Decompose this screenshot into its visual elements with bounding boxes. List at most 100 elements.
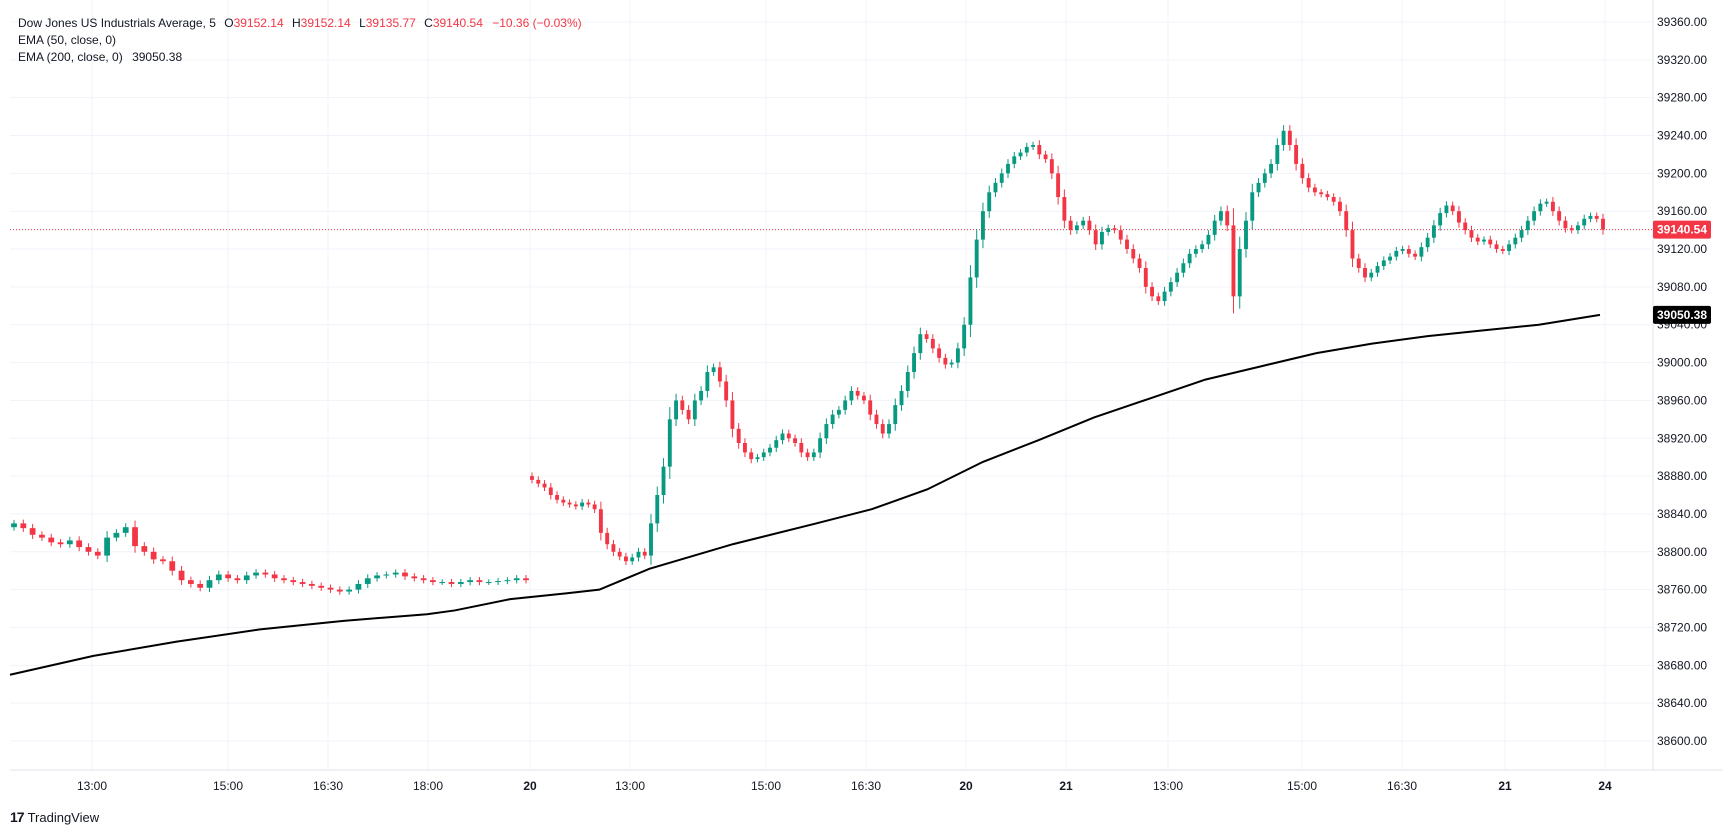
x-tick-label: 13:00 [77,779,107,793]
y-tick-label: 39000.00 [1657,356,1707,370]
candle [1431,220,1436,243]
candle [1281,125,1286,151]
candle-body [122,527,129,533]
candle [76,536,83,552]
candle-body [661,466,666,496]
candle-body [699,390,704,401]
candle-body [1143,267,1148,287]
legend-ema50-row[interactable]: EMA (50, close, 0) [18,32,582,49]
candle [849,386,854,406]
candle-body [536,479,541,484]
candle [1463,218,1468,235]
candle [457,578,464,588]
candle [1569,225,1574,234]
candle-body [592,504,597,510]
candle [1093,224,1098,250]
candle-body [580,502,585,507]
candle [949,359,954,368]
candle-body [918,334,923,354]
price-tags: 39140.54 39050.38 [1653,220,1711,324]
candle-body [686,409,691,420]
candle-body [1100,232,1104,245]
candle [364,574,371,588]
candle [1294,138,1299,171]
candle [1187,249,1192,268]
x-tick-label: 13:00 [1153,779,1183,793]
candle [573,501,578,510]
candle [999,168,1004,188]
ema-200-line [9,313,1601,676]
candle-body [561,499,566,503]
candle-body [85,547,92,552]
y-tick-label: 39080.00 [1657,280,1707,294]
y-tick-label: 39200.00 [1657,166,1707,180]
candle [530,472,534,484]
candle [1081,216,1086,230]
candle [774,435,779,453]
candle [411,573,418,582]
candle-body [905,372,910,391]
candle-body [1594,215,1599,219]
candle [636,547,641,562]
candle [1225,205,1230,232]
candle [855,387,860,400]
candle [495,578,501,586]
candle-body [768,447,772,453]
candle [592,500,597,514]
candle [1262,168,1267,188]
brand-name: TradingView [27,809,100,825]
candle [20,519,27,532]
candle [611,539,616,557]
candle-body [1406,249,1411,254]
candle [924,330,929,343]
candle-body [215,574,222,581]
candle [780,429,785,445]
candle [1350,221,1355,268]
candle [1037,140,1042,160]
candle-body [1388,256,1392,261]
candle [104,531,110,563]
candle [1006,159,1010,179]
candle-body [1012,156,1017,164]
candle [730,391,735,438]
candle-body [567,502,572,505]
x-tick-label: 15:00 [213,779,243,793]
candle [66,536,73,548]
candle-body [1018,152,1023,157]
candle-body [1394,250,1399,257]
candle-body [899,390,904,406]
candle-body [692,400,697,420]
candle-body [243,575,250,581]
candle [318,582,325,591]
candle-body [141,546,148,552]
candle [1162,286,1167,306]
legend-ema200-row[interactable]: EMA (200, close, 0) 39050.38 [18,49,582,66]
candle-body [495,581,501,583]
candle-body [1237,249,1242,297]
candle [1125,234,1129,254]
price-tag-bg [1653,305,1711,324]
tradingview-brand[interactable]: 17 TradingView [10,809,99,825]
candle [1563,216,1568,233]
candle-body [1419,247,1424,257]
candle-body [1457,211,1461,223]
candle [1319,189,1324,198]
candle [1588,212,1593,223]
high-value: 39152.14 [300,16,351,30]
candle-body [705,372,710,391]
candle-body [1381,260,1386,267]
candle [1363,263,1367,283]
candle [39,531,45,542]
candle [548,483,553,500]
candle-body [993,182,998,193]
candle [1024,142,1029,157]
time-axis[interactable]: 13:00 15:00 16:30 18:00 20 13:00 15:00 16:30 20 2… [77,779,1612,793]
candle [805,448,810,461]
candle-body [1312,187,1317,193]
candle-body [178,570,185,581]
instrument-name[interactable]: Dow Jones US Industrials Average, 5 [18,16,216,30]
candle [132,520,138,553]
ema200-value: 39050.38 [132,50,183,64]
